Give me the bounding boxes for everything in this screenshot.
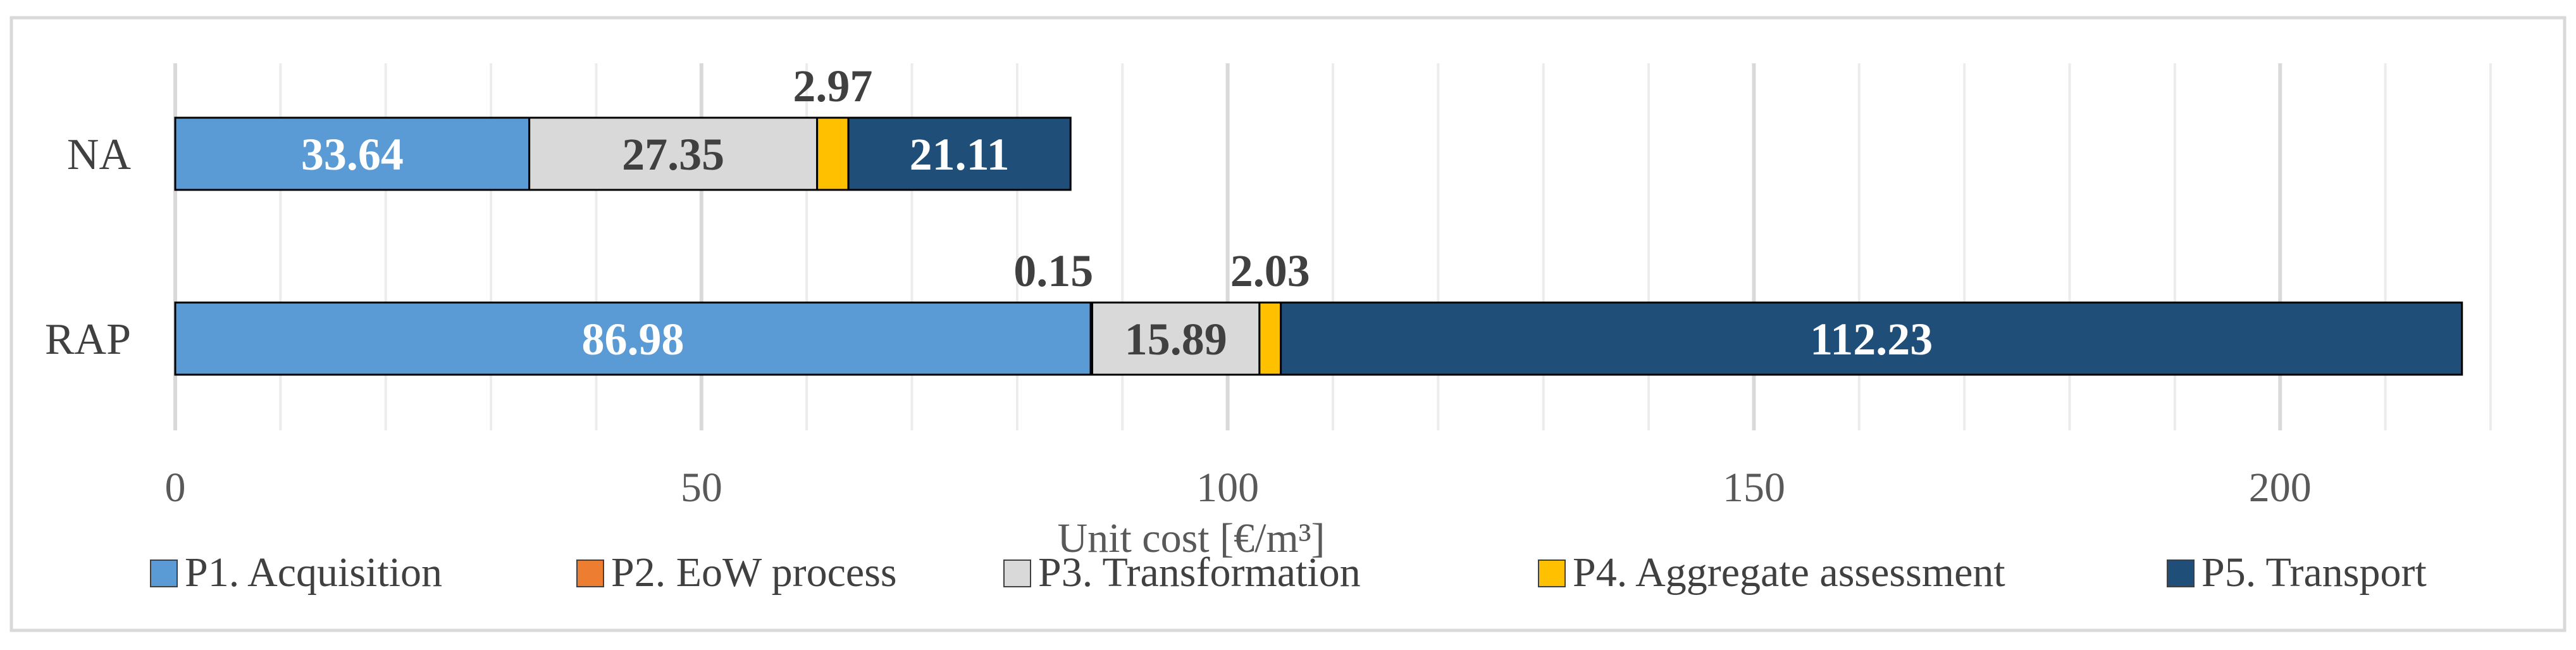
x-axis: 0 50 100 150 200: [165, 465, 2312, 511]
bar-segment: [1091, 301, 1261, 376]
legend-swatch: [576, 559, 604, 587]
legend-item: P5. Transport: [2167, 549, 2427, 596]
bar-segment: [174, 301, 1092, 376]
bar-segment: [816, 116, 850, 191]
x-tick-label: 200: [2249, 465, 2312, 511]
legend-swatch: [1538, 559, 1566, 587]
x-tick-label: 50: [681, 465, 722, 511]
legend-label: P5. Transport: [2201, 549, 2427, 596]
x-axis-title: Unit cost [€/m³]: [1057, 515, 1325, 561]
y-axis-categories: NA RAP: [45, 130, 132, 364]
legend-item: P1. Acquisition: [150, 549, 442, 596]
legend-item: P4. Aggregate assessment: [1538, 549, 2005, 596]
bar-segment: [1280, 301, 2463, 376]
legend-swatch: [1003, 559, 1031, 587]
legend-swatch: [150, 559, 178, 587]
data-label: 0.15: [1013, 246, 1093, 296]
legend-label: P4. Aggregate assessment: [1573, 549, 2005, 596]
bars: [174, 116, 2463, 376]
legend-label: P2. EoW process: [611, 549, 897, 596]
data-label: 2.97: [793, 61, 872, 111]
data-label: 2.03: [1230, 246, 1310, 296]
category-label-na: NA: [67, 130, 132, 179]
bar-segment: [1258, 301, 1282, 376]
legend-swatch: [2167, 559, 2195, 587]
x-tick-label: 100: [1196, 465, 1259, 511]
category-label-rap: RAP: [45, 315, 131, 364]
data-label: 27.35: [622, 129, 724, 180]
legend: P1. Acquisition P2. EoW process P3. Transf…: [150, 549, 2427, 596]
data-label: 112.23: [1810, 314, 1933, 365]
legend-label: P3. Transformation: [1038, 549, 1361, 596]
x-tick-label: 0: [165, 465, 186, 511]
bar-segment: [174, 116, 531, 191]
data-label: 21.11: [910, 129, 1010, 180]
legend-item: P2. EoW process: [576, 549, 897, 596]
data-label: 86.98: [582, 314, 684, 365]
data-label: 15.89: [1125, 314, 1227, 365]
legend-label: P1. Acquisition: [185, 549, 442, 596]
legend-item: P3. Transformation: [1003, 549, 1361, 596]
data-label: 33.64: [301, 129, 404, 180]
data-labels: 33.64 27.35 2.97 21.11 86.98 0.15 15.892.03 112…: [301, 61, 1933, 365]
x-tick-label: 150: [1723, 465, 1785, 511]
bar-segment: [847, 116, 1072, 191]
bar-segment: [528, 116, 819, 191]
